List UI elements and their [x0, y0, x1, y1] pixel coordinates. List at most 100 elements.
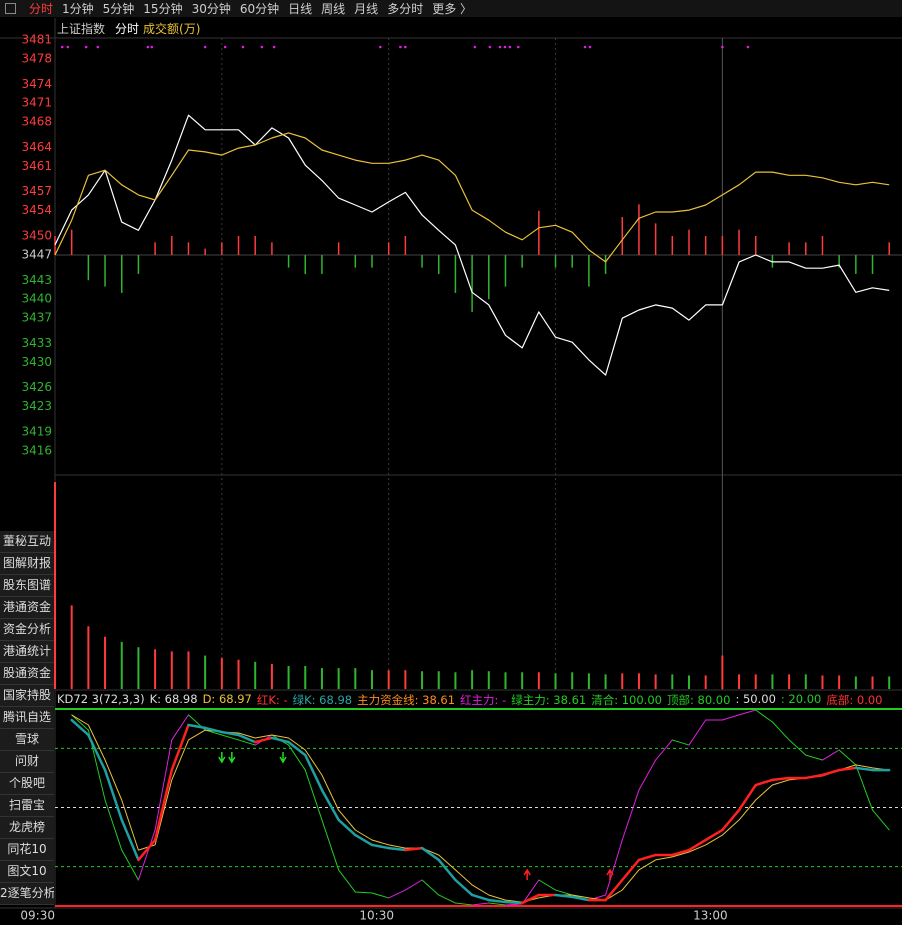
period-tabs: 分时 1分钟 5分钟 15分钟 30分钟 60分钟 日线 周线 月线 多分时 更多 〉 [0, 0, 902, 17]
sidebar-button[interactable]: 国家持股 [0, 685, 54, 707]
sidebar-button[interactable]: 2逐笔分析 [0, 883, 54, 905]
strength-bar [871, 254, 874, 274]
line-segment [304, 753, 324, 792]
period-tab[interactable]: 分时 [29, 2, 54, 16]
y-tick-label: 3430 [21, 355, 52, 369]
subheader-item[interactable]: 分时 [115, 22, 140, 36]
line-segment [570, 895, 591, 902]
line-segment [87, 733, 107, 772]
line-segment [153, 768, 174, 842]
strength-bar [87, 254, 90, 281]
volume-bar [771, 674, 774, 689]
line-segment [520, 893, 541, 905]
line-segment [504, 903, 523, 906]
strength-bar [805, 242, 807, 255]
sidebar-button[interactable]: 港通资金 [0, 597, 54, 619]
sidebar-button[interactable]: 雪球 [0, 729, 54, 751]
sidebar-button[interactable]: 资金分析 [0, 619, 54, 641]
line-segment [337, 818, 357, 837]
volume-bar [454, 672, 457, 689]
sidebar-button[interactable]: 图解财报 [0, 553, 54, 575]
y-tick-label: 3443 [21, 273, 52, 287]
strength-bar [204, 248, 206, 255]
line-segment [437, 858, 457, 882]
volume-bar [687, 675, 690, 689]
line-segment [203, 726, 224, 734]
period-tab[interactable]: 月线 [354, 2, 379, 16]
sidebar-button[interactable]: 腾讯自选 [0, 707, 54, 729]
sidebar-button[interactable]: 同花10 [0, 839, 54, 861]
volume-bar [337, 668, 340, 689]
signal-dot [379, 45, 382, 49]
period-tab[interactable]: 多分时 [387, 2, 424, 16]
line-series [54, 132, 890, 263]
period-tab[interactable]: 5分钟 [102, 2, 135, 16]
line-segment [221, 734, 240, 741]
y-tick-label: 3426 [21, 380, 52, 394]
sidebar-button[interactable]: 图文10 [0, 861, 54, 883]
volume-bar [571, 672, 574, 689]
volume-bar [821, 675, 824, 689]
line-segment [354, 891, 373, 894]
period-tab[interactable]: 日线 [288, 2, 313, 16]
volume-bar [738, 674, 741, 689]
y-tick-label: 3464 [21, 140, 52, 154]
volume-bar [70, 605, 73, 689]
sidebar-button[interactable]: 股通资金 [0, 663, 54, 685]
strength-bar [437, 254, 440, 274]
signal-dot [516, 45, 520, 49]
line-segment [470, 893, 491, 902]
period-tab[interactable]: 1分钟 [62, 2, 94, 16]
line-segment [605, 839, 623, 896]
subheader-item[interactable]: 上证指数 [57, 22, 106, 36]
period-tab[interactable]: 周线 [321, 2, 346, 16]
period-tab[interactable]: 60分钟 [239, 2, 280, 16]
period-tab[interactable]: 15分钟 [143, 2, 183, 16]
menu-icon[interactable] [5, 3, 16, 14]
y-tick-label: 3481 [21, 33, 52, 47]
strength-bar [704, 236, 707, 255]
strength-bar [654, 223, 657, 255]
sidebar-button[interactable]: 个股吧 [0, 773, 54, 795]
line-segment [521, 879, 540, 905]
signal-dot [473, 45, 477, 49]
line-segment [404, 846, 424, 852]
strength-bar [287, 254, 290, 268]
strength-bar [104, 254, 106, 287]
volume-bar [437, 671, 440, 689]
signal-dot [150, 45, 154, 49]
strength-bar [504, 254, 507, 287]
period-tab[interactable]: 30分钟 [191, 2, 231, 16]
volume-bar [320, 668, 323, 689]
strength-bar [371, 254, 373, 268]
line-segment [171, 714, 189, 741]
strength-bar [354, 254, 357, 268]
y-tick-label: 3433 [21, 336, 52, 350]
sidebar-button[interactable]: 股东图谱 [0, 575, 54, 597]
volume-bar [871, 676, 874, 689]
signal-dot [60, 45, 64, 49]
volume-bar [587, 673, 590, 689]
sidebar-button[interactable]: 扫雷宝 [0, 795, 54, 817]
signal-dot [721, 45, 724, 49]
y-tick-label: 3478 [21, 51, 52, 65]
signal-dot [399, 45, 402, 49]
volume-bar [304, 666, 307, 689]
sidebar-button[interactable]: 问财 [0, 751, 54, 773]
line-segment [704, 828, 724, 842]
volume-bar [187, 651, 190, 689]
strength-bar [54, 236, 56, 255]
strength-bar [321, 254, 323, 274]
sidebar-button[interactable]: 港通统计 [0, 641, 54, 663]
signal-dot [488, 45, 492, 49]
period-tab[interactable]: 更多 〉 [432, 2, 473, 16]
y-tick-label: 3454 [21, 203, 52, 217]
legend-item: 底部: 0.00 [826, 693, 883, 707]
sidebar-button[interactable]: 董秘互动 [0, 531, 54, 553]
volume-bar [354, 668, 357, 689]
line-segment [721, 808, 741, 832]
sidebar-button[interactable]: 龙虎榜 [0, 817, 54, 839]
legend-item: 绿主力: 38.61 [511, 693, 587, 707]
volume-bar [404, 670, 407, 689]
legend-item: KD72 3(72,3,3) [57, 692, 145, 706]
